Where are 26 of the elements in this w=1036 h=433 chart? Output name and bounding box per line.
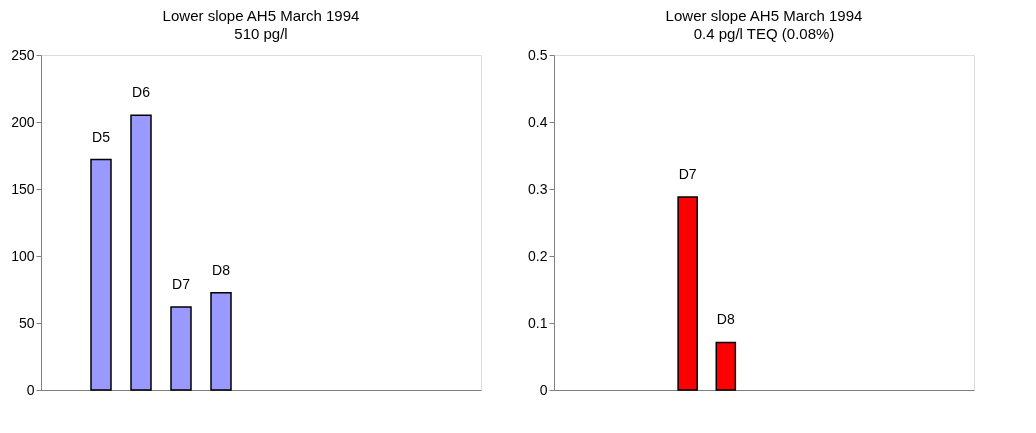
y-tick-label: 0.1 xyxy=(528,314,548,331)
chart-title: Lower slope AH5 March 1994 xyxy=(665,7,863,24)
chart-subtitle: 0.4 pg/l TEQ (0.08%) xyxy=(693,25,835,42)
bar xyxy=(130,114,152,391)
bar xyxy=(210,292,232,391)
y-tick-label: 50 xyxy=(18,314,35,331)
y-tick-label: 0 xyxy=(26,381,35,398)
chart-title: Lower slope AH5 March 1994 xyxy=(162,7,360,24)
data-label: D6 xyxy=(132,84,151,101)
data-label: D5 xyxy=(92,128,111,145)
data-label: D8 xyxy=(212,261,231,278)
y-tick-label: 200 xyxy=(11,113,35,130)
data-label: D8 xyxy=(716,311,735,328)
chart-subtitle: 510 pg/l xyxy=(234,25,288,42)
y-tick-label: 250 xyxy=(11,46,35,63)
bar xyxy=(90,158,112,391)
y-tick-label: 0.2 xyxy=(528,247,548,264)
y-tick-label: 0.3 xyxy=(528,180,548,197)
y-tick-label: 0.5 xyxy=(528,46,548,63)
data-label: D7 xyxy=(172,275,191,292)
y-tick-label: 0 xyxy=(539,381,548,398)
data-label: D7 xyxy=(678,166,697,183)
bar xyxy=(170,306,192,391)
y-tick-label: 0.4 xyxy=(528,113,548,130)
y-tick-label: 100 xyxy=(11,247,35,264)
y-tick-label: 150 xyxy=(11,180,35,197)
